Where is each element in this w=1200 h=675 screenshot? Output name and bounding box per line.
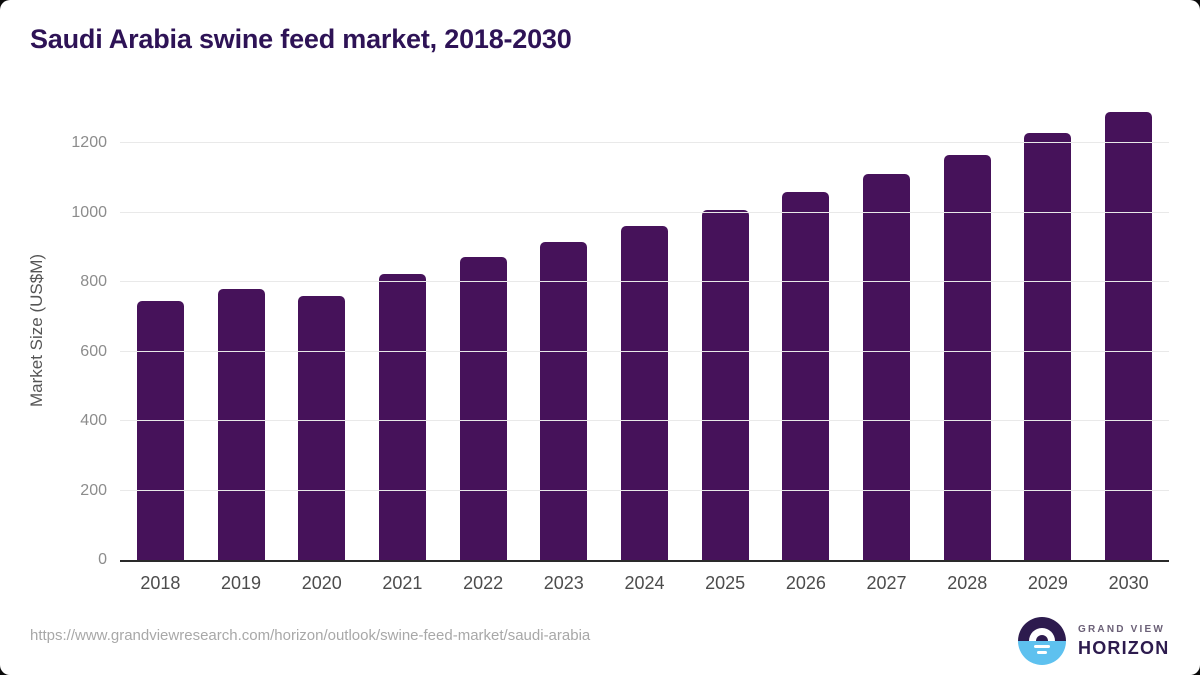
sun-arch-inner bbox=[1036, 635, 1048, 641]
x-tick-label: 2020 bbox=[301, 573, 342, 593]
bar-2027 bbox=[863, 173, 911, 560]
source-url: https://www.grandviewresearch.com/horizo… bbox=[30, 627, 591, 644]
bar-2019 bbox=[217, 289, 265, 560]
bar-2028 bbox=[943, 154, 991, 560]
gridline bbox=[120, 420, 1169, 422]
x-tick-label: 2027 bbox=[866, 573, 907, 593]
footer: https://www.grandviewresearch.com/horizo… bbox=[0, 605, 1200, 675]
brand-name: GRAND VIEW HORIZON bbox=[1078, 624, 1169, 659]
bar-slot bbox=[281, 100, 362, 560]
bar-2023 bbox=[540, 241, 588, 560]
bars-row bbox=[120, 100, 1169, 560]
gridline bbox=[120, 489, 1169, 491]
x-tick-label: 2019 bbox=[221, 573, 262, 593]
bar-slot bbox=[201, 100, 282, 560]
bar-slot bbox=[362, 100, 443, 560]
brand-name-secondary: HORIZON bbox=[1078, 637, 1170, 658]
y-tick-label: 400 bbox=[80, 412, 107, 430]
reflection-line-icon bbox=[1034, 645, 1050, 648]
gridline bbox=[120, 281, 1169, 283]
bar-2021 bbox=[378, 274, 426, 560]
bar-slot bbox=[443, 100, 524, 560]
y-axis-labels: 0 200 400 600 800 1000 1200 bbox=[0, 100, 107, 568]
x-tick-label: 2030 bbox=[1108, 573, 1149, 593]
gridline bbox=[120, 350, 1169, 352]
bar-slot bbox=[846, 100, 927, 560]
bar-slot bbox=[120, 100, 201, 560]
bar-2018 bbox=[136, 301, 184, 560]
bar-slot bbox=[604, 100, 685, 560]
page-title: Saudi Arabia swine feed market, 2018-203… bbox=[30, 24, 572, 54]
bar-slot bbox=[927, 100, 1008, 560]
gridline bbox=[120, 142, 1169, 144]
x-tick-label: 2028 bbox=[947, 573, 988, 593]
x-axis-labels: 2018 2019 2020 2021 2022 2023 2024 2025 2026 2027… bbox=[120, 571, 1169, 595]
bar-2022 bbox=[459, 256, 507, 560]
y-tick-label: 1200 bbox=[71, 134, 107, 152]
x-tick-label: 2029 bbox=[1027, 573, 1068, 593]
bar-slot bbox=[1008, 100, 1089, 560]
x-tick-label: 2023 bbox=[543, 573, 584, 593]
x-tick-label: 2026 bbox=[785, 573, 826, 593]
x-tick-label: 2021 bbox=[382, 573, 423, 593]
y-tick-label: 200 bbox=[80, 481, 107, 499]
sun-arch-icon bbox=[1029, 628, 1055, 641]
bar-2026 bbox=[782, 191, 830, 560]
brand-logo: GRAND VIEW HORIZON bbox=[1018, 617, 1169, 665]
horizon-sun-logo-icon bbox=[1018, 617, 1066, 665]
bar-2029 bbox=[1024, 133, 1072, 560]
bar-2020 bbox=[298, 295, 346, 560]
gridline bbox=[120, 211, 1169, 213]
y-tick-label: 1000 bbox=[71, 203, 107, 221]
y-tick-label: 600 bbox=[80, 342, 107, 360]
y-tick-label: 0 bbox=[98, 551, 107, 568]
plot-area bbox=[120, 100, 1169, 562]
bar-slot bbox=[685, 100, 766, 560]
y-tick-label: 800 bbox=[80, 273, 107, 291]
x-tick-label: 2024 bbox=[624, 573, 665, 593]
brand-name-primary: GRAND VIEW bbox=[1078, 623, 1165, 635]
bar-slot bbox=[1088, 100, 1169, 560]
bar-slot bbox=[523, 100, 604, 560]
bar-2030 bbox=[1105, 111, 1153, 560]
bar-slot bbox=[766, 100, 847, 560]
reflection-line-icon bbox=[1037, 651, 1047, 654]
x-tick-label: 2022 bbox=[463, 573, 504, 593]
bar-2024 bbox=[620, 226, 668, 560]
x-tick-label: 2018 bbox=[140, 573, 181, 593]
x-tick-label: 2025 bbox=[705, 573, 746, 593]
bar-2025 bbox=[701, 209, 749, 560]
